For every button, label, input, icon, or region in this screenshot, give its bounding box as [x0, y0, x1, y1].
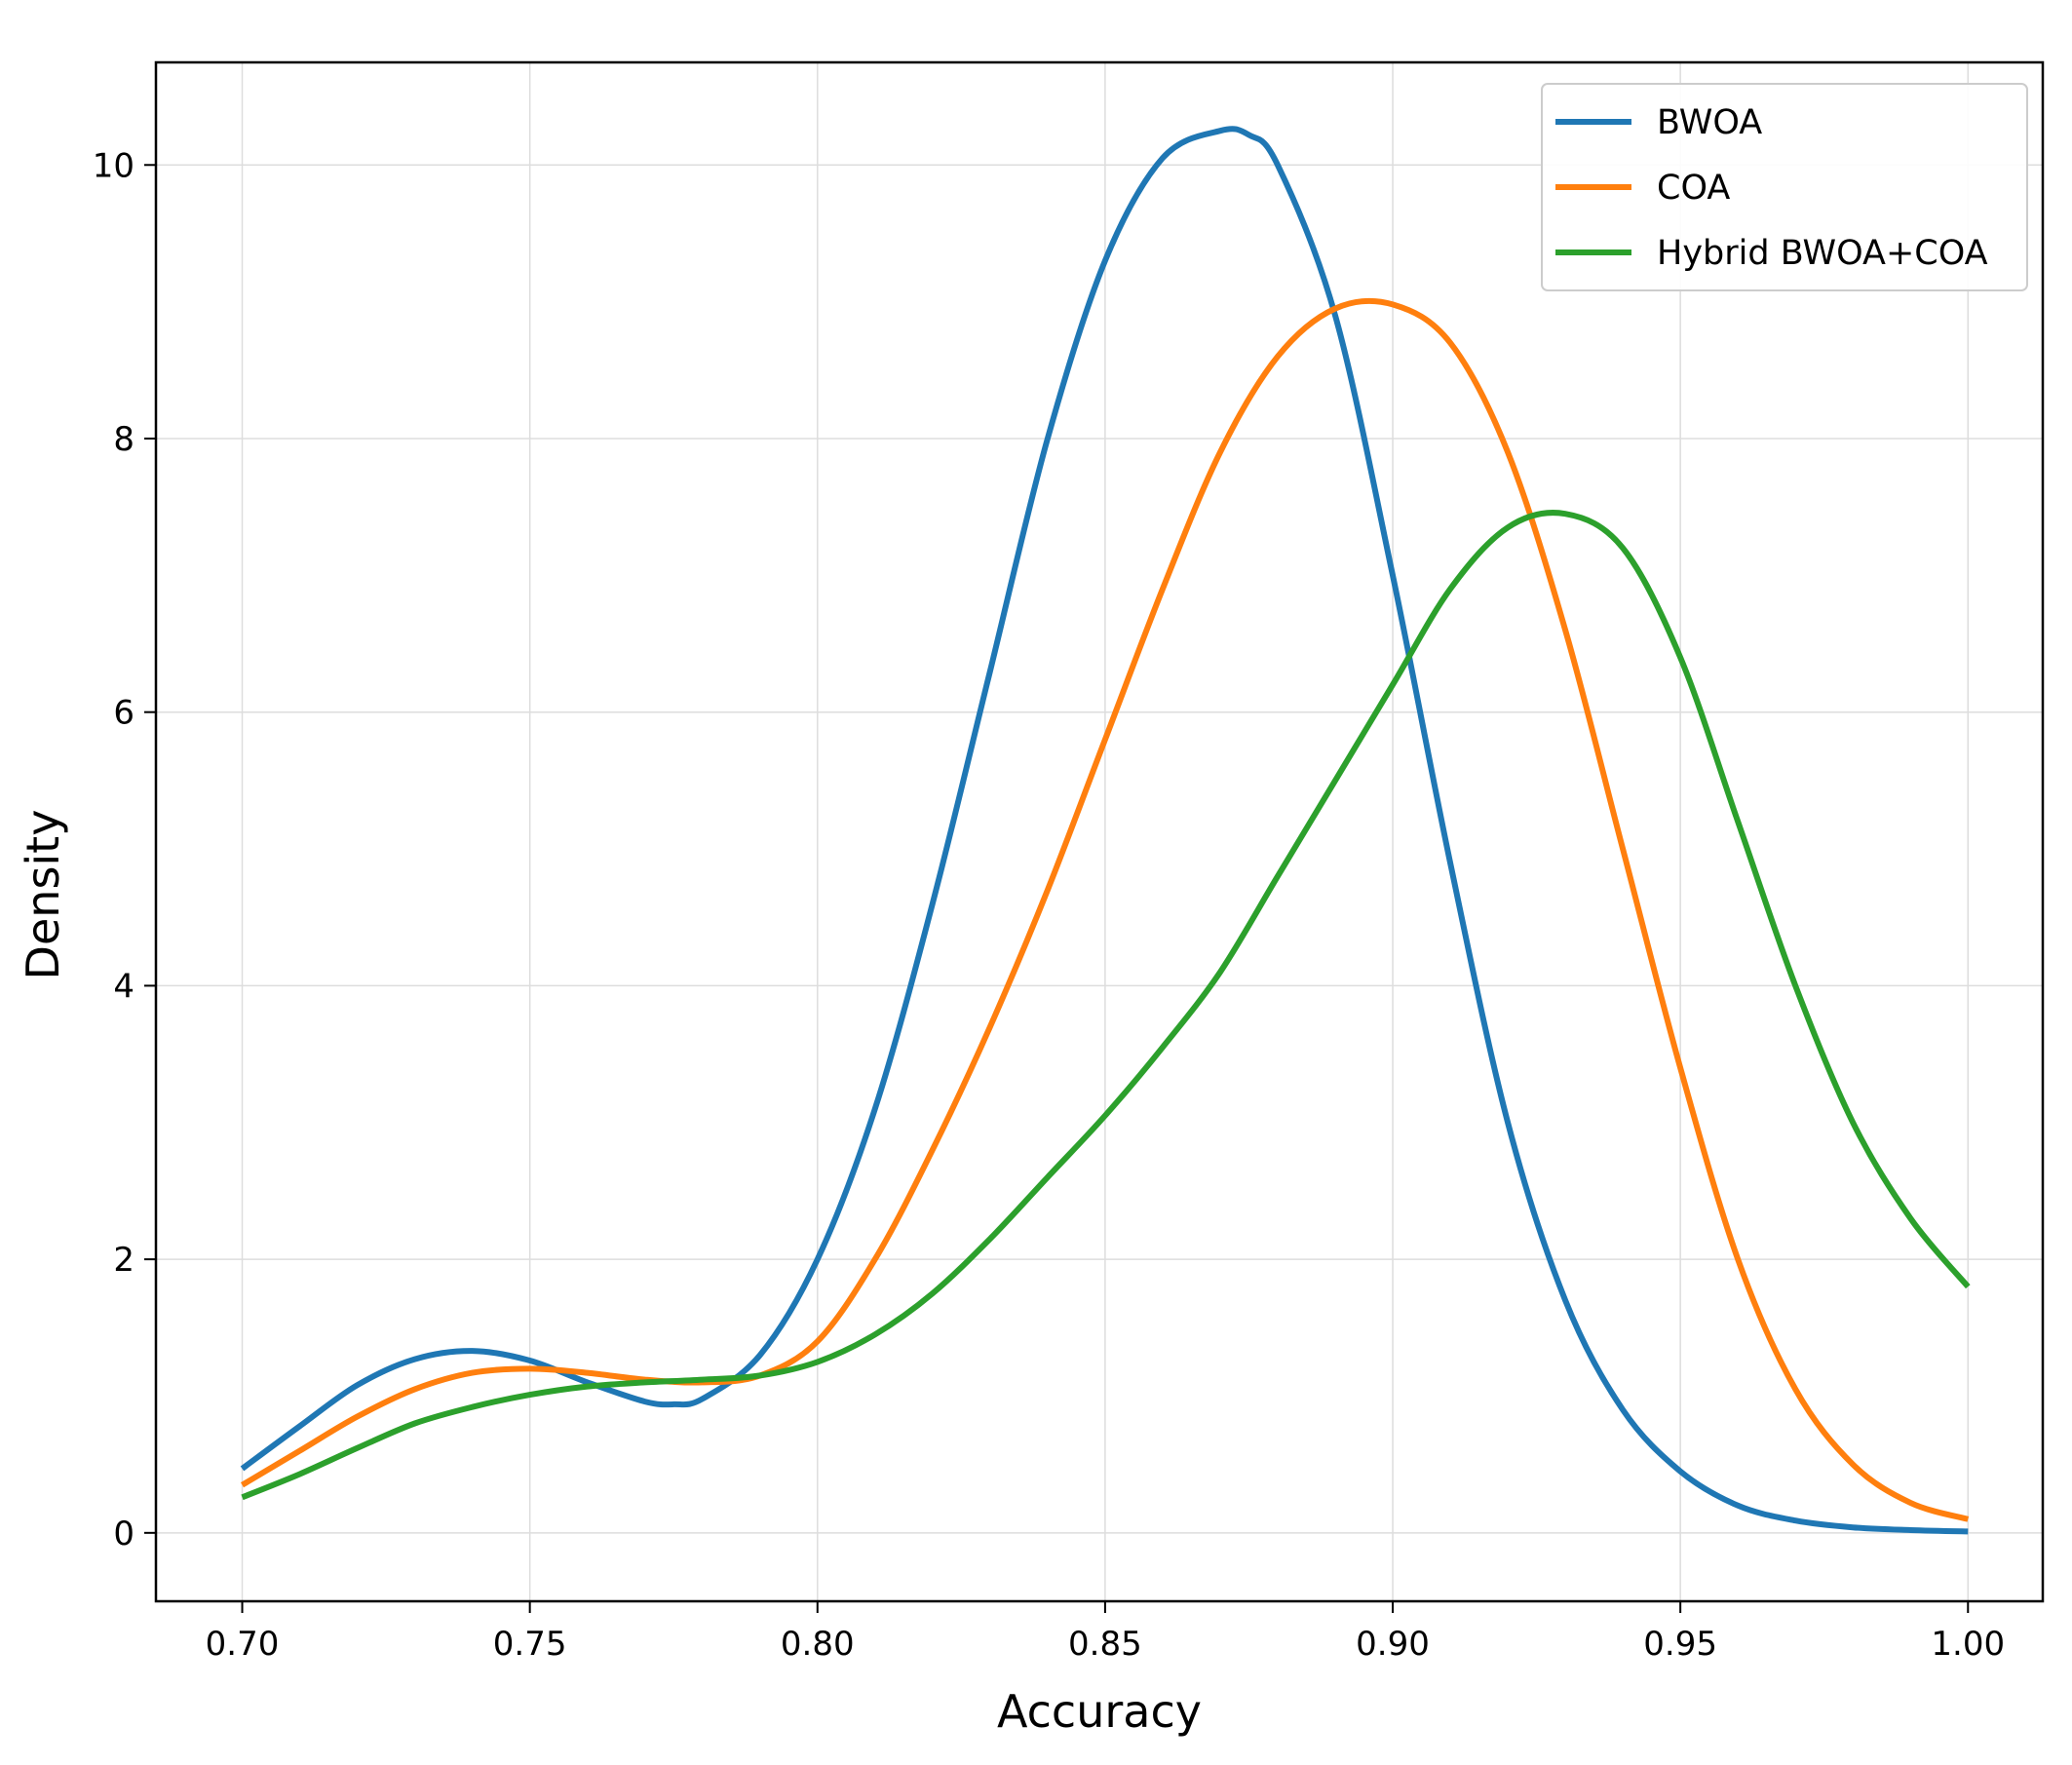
- y-tick-label: 6: [113, 694, 134, 733]
- legend: BWOA COA Hybrid BWOA+COA: [1541, 83, 2028, 291]
- x-axis-label: Accuracy: [997, 1685, 1202, 1738]
- y-tick-label: 4: [113, 967, 134, 1006]
- series-line-coa: [240, 297, 1970, 1522]
- x-axis-ticks: 0.70 0.75 0.80 0.85 0.90 0.95 1.00: [206, 1601, 2005, 1664]
- x-tick-label: 0.90: [1356, 1625, 1430, 1664]
- plot-frame: [154, 60, 2045, 1603]
- x-tick-label: 1.00: [1931, 1625, 2005, 1664]
- legend-box: [1541, 83, 2028, 291]
- y-tick-label: 8: [113, 420, 134, 459]
- legend-label-coa: COA: [1657, 169, 1730, 208]
- x-tick-label: 0.95: [1643, 1625, 1717, 1664]
- grid-lines: [156, 62, 2043, 1601]
- x-tick-label: 0.70: [206, 1625, 280, 1664]
- y-tick-label: 10: [93, 146, 134, 185]
- x-tick-label: 0.85: [1068, 1625, 1142, 1664]
- x-tick-label: 0.75: [493, 1625, 567, 1664]
- y-tick-label: 0: [113, 1515, 134, 1554]
- series-lines: [240, 126, 1971, 1535]
- legend-label-hybrid-bwoa-coa: Hybrid BWOA+COA: [1657, 234, 1988, 273]
- series-line-hybrid-bwoa-coa: [241, 510, 1971, 1501]
- x-tick-label: 0.80: [781, 1625, 855, 1664]
- y-axis-label: Density: [17, 810, 69, 980]
- legend-label-bwoa: BWOA: [1657, 103, 1762, 142]
- series-line-bwoa: [240, 126, 1969, 1535]
- y-tick-label: 2: [113, 1241, 134, 1280]
- y-axis-ticks: 0 2 4 6 8 10: [93, 146, 156, 1554]
